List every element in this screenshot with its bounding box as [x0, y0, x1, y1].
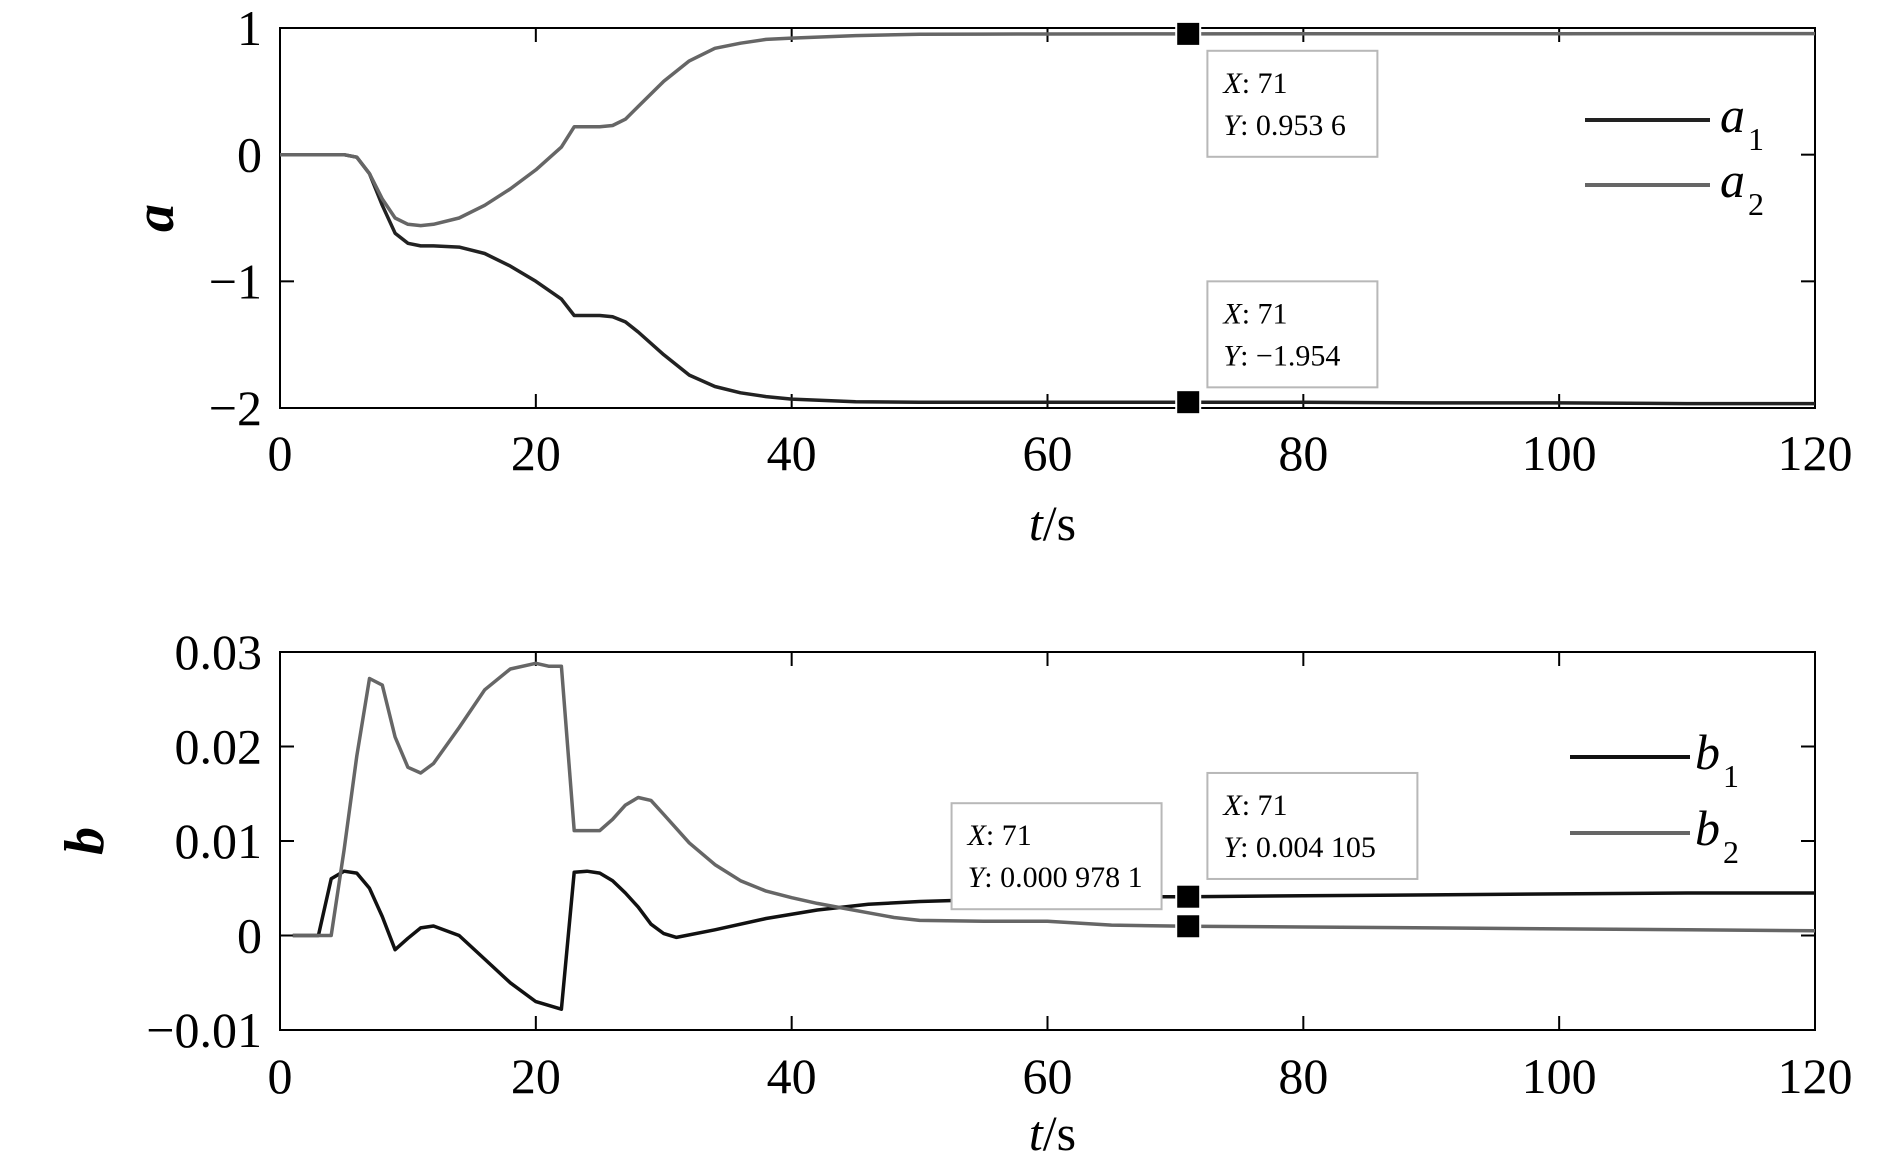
y-tick-label: −1 — [209, 253, 262, 309]
datatip-x: X: 71 — [1222, 297, 1287, 330]
legend-label: a — [1720, 152, 1745, 208]
x-tick-label: 100 — [1522, 425, 1597, 481]
y-tick-label: 0 — [237, 908, 262, 964]
legend-label-subscript: 2 — [1723, 834, 1739, 870]
datatip-x: X: 71 — [1222, 789, 1287, 822]
y-tick-label: −2 — [209, 380, 262, 436]
y-tick-label: 0.01 — [175, 813, 263, 869]
legend-label-subscript: 2 — [1748, 186, 1764, 222]
datatip-marker — [1175, 389, 1202, 416]
datatip-marker — [1175, 883, 1202, 910]
datatip-box — [1206, 771, 1419, 880]
datatip-box — [950, 802, 1163, 911]
x-tick-label: 0 — [268, 425, 293, 481]
datatip-y: Y: 0.953 6 — [1223, 109, 1346, 142]
x-tick-label: 60 — [1023, 425, 1073, 481]
legend-label-subscript: 1 — [1723, 758, 1739, 794]
datatip-y: Y: 0.004 105 — [1223, 831, 1376, 864]
plot-frame — [279, 27, 1816, 409]
datatip-x: X: 71 — [1222, 67, 1287, 100]
datatip-box — [1206, 49, 1379, 158]
y-tick-label: 0 — [237, 127, 262, 183]
x-axis-title: t/s — [1029, 1105, 1076, 1153]
x-tick-label: 60 — [1023, 1048, 1073, 1104]
y-tick-label: 0.03 — [175, 624, 263, 680]
x-tick-label: 80 — [1278, 1048, 1328, 1104]
x-axis-title: t/s — [1029, 495, 1076, 551]
y-tick-label: 1 — [237, 0, 262, 56]
legend-label-subscript: 1 — [1748, 121, 1764, 157]
x-tick-label: 40 — [767, 425, 817, 481]
legend-label: a — [1720, 87, 1745, 143]
legend-label: b — [1695, 724, 1720, 780]
x-tick-label: 120 — [1778, 1048, 1853, 1104]
x-tick-label: 0 — [268, 1048, 293, 1104]
x-tick-label: 20 — [511, 425, 561, 481]
datatip-y: Y: 0.000 978 1 — [968, 861, 1143, 894]
x-tick-label: 120 — [1778, 425, 1853, 481]
x-tick-label: 20 — [511, 1048, 561, 1104]
x-tick-label: 40 — [767, 1048, 817, 1104]
y-axis-title: b — [54, 827, 116, 855]
datatip-box — [1206, 280, 1379, 389]
datatip-x: X: 71 — [967, 819, 1032, 852]
y-tick-label: −0.01 — [146, 1002, 262, 1058]
y-tick-label: 0.02 — [175, 719, 263, 775]
series-line-a2 — [280, 31, 1815, 228]
datatip-y: Y: −1.954 — [1223, 339, 1340, 372]
y-axis-title: a — [124, 204, 186, 232]
series-line-a1 — [280, 152, 1815, 406]
x-tick-label: 80 — [1278, 425, 1328, 481]
datatip-marker — [1175, 20, 1202, 47]
datatip-marker — [1175, 913, 1202, 940]
series-line-b2 — [292, 661, 1816, 938]
x-tick-label: 100 — [1522, 1048, 1597, 1104]
legend-label: b — [1695, 800, 1720, 856]
